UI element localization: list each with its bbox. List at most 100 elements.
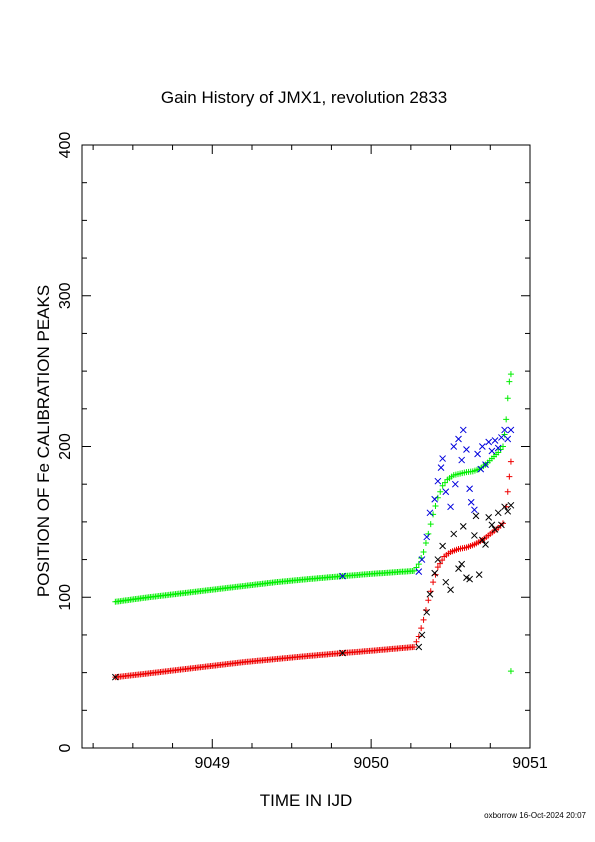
data-point: [485, 513, 493, 521]
data-point: [495, 449, 502, 456]
data-point: [112, 673, 119, 681]
data-point: [434, 477, 442, 485]
data-point: [475, 571, 483, 578]
data-point: [506, 378, 513, 385]
chart-title: Gain History of JMX1, revolution 2833: [161, 88, 447, 107]
data-point: [439, 455, 446, 462]
data-point: [447, 503, 454, 511]
data-point: [503, 416, 510, 423]
y-tick-label: 300: [57, 282, 74, 309]
data-point: [458, 560, 466, 568]
data-point: [467, 498, 475, 506]
x-axis-label: TIME IN IJD: [260, 791, 353, 810]
data-point: [501, 503, 508, 511]
data-point: [466, 485, 473, 493]
axis-ticks: [82, 144, 531, 749]
data-point: [455, 565, 462, 572]
data-point: [498, 434, 505, 441]
data-point: [504, 395, 511, 402]
data-point: [463, 446, 470, 453]
data-marks: [112, 371, 515, 681]
axis-tick-labels: 0 100 200 300 400 9049 9050 9051: [57, 132, 548, 772]
data-point: [437, 464, 445, 471]
data-point: [418, 625, 425, 632]
data-point: [498, 521, 505, 529]
data-point: [439, 482, 446, 489]
data-point: [442, 488, 450, 496]
y-tick-label: 100: [57, 584, 74, 611]
data-point: [418, 556, 426, 563]
data-point: [413, 638, 420, 645]
y-axis-label: POSITION OF Fe CALIBRATION PEAKS: [34, 285, 53, 597]
data-point: [507, 426, 515, 434]
data-point: [411, 643, 418, 650]
data-point: [426, 509, 434, 517]
data-point: [471, 532, 478, 539]
data-point: [422, 539, 429, 546]
data-point: [431, 569, 439, 577]
data-point: [420, 549, 427, 556]
data-point: [478, 536, 486, 544]
data-point: [506, 473, 513, 480]
data-point: [439, 542, 446, 550]
data-point: [425, 597, 432, 604]
y-tick-label: 400: [57, 132, 74, 159]
data-point: [499, 443, 506, 450]
data-point: [478, 443, 486, 450]
data-point: [488, 447, 496, 455]
data-point: [437, 488, 444, 495]
data-point: [450, 443, 458, 450]
data-point: [482, 461, 489, 468]
data-point: [339, 649, 346, 657]
data-point: [501, 426, 508, 434]
x-tick-label: 9051: [512, 755, 548, 772]
data-point: [442, 479, 449, 486]
data-point: [494, 509, 502, 517]
data-point: [423, 608, 431, 616]
data-point: [411, 567, 418, 574]
data-point: [339, 572, 346, 580]
data-point: [427, 521, 434, 528]
data-point: [431, 495, 439, 503]
data-point: [507, 668, 514, 675]
data-point: [466, 575, 473, 583]
data-point: [439, 557, 446, 564]
data-point: [471, 506, 478, 514]
data-point: [488, 521, 496, 529]
data-point: [491, 437, 499, 444]
data-point: [455, 435, 462, 443]
data-point: [442, 578, 450, 586]
data-point: [434, 564, 441, 571]
y-tick-label: 0: [57, 743, 74, 752]
data-point: [423, 533, 431, 541]
data-point: [494, 444, 502, 452]
data-point: [485, 438, 493, 446]
y-tick-label: 200: [57, 433, 74, 460]
data-point: [504, 507, 512, 515]
data-point: [482, 541, 489, 548]
data-point: [507, 501, 515, 509]
data-point: [415, 643, 423, 651]
data-point: [458, 456, 466, 464]
data-point: [426, 590, 434, 598]
data-point: [434, 556, 442, 563]
data-point: [507, 458, 514, 465]
data-point: [415, 568, 423, 575]
data-point: [459, 426, 467, 434]
x-tick-label: 9049: [194, 755, 230, 772]
data-point: [420, 616, 427, 623]
data-point: [447, 586, 454, 594]
data-point: [504, 435, 512, 443]
data-point: [491, 526, 499, 533]
data-point: [451, 480, 459, 488]
data-point: [450, 530, 458, 538]
data-point: [418, 631, 426, 639]
data-point: [507, 371, 514, 378]
data-point: [430, 579, 437, 586]
footer-credit: oxborrow 16-Oct-2024 20:07: [484, 811, 586, 820]
data-point: [472, 512, 480, 520]
data-point: [504, 488, 511, 495]
data-point: [474, 450, 481, 458]
data-point: [497, 446, 504, 453]
